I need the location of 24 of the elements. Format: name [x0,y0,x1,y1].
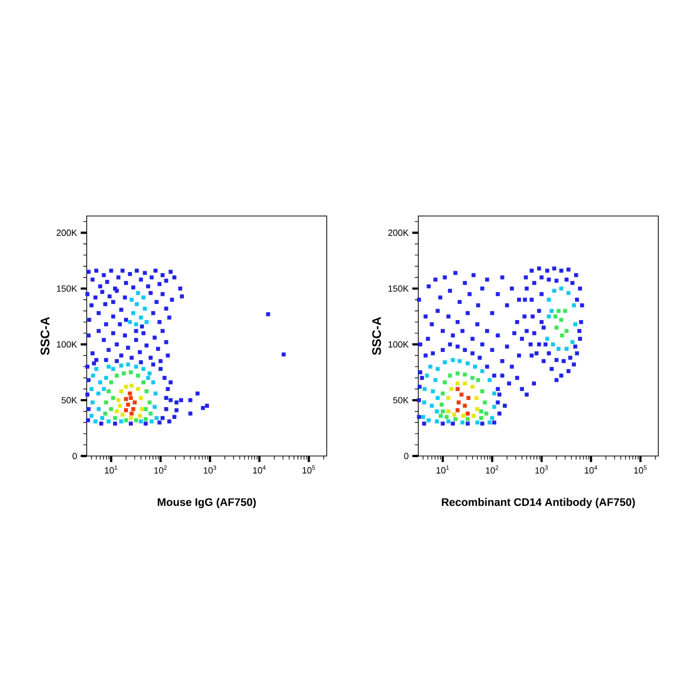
x-tick-label: 10$^{3}$ [204,466,216,474]
x-tick-label: 10$^{3}$ [535,466,548,474]
y-tick-label: 150K [388,285,409,292]
x-tick-label: 10$^{5}$ [302,466,315,474]
y-tick-label: 0 [72,452,77,460]
x-tick-label: 10$^{2}$ [154,466,167,474]
x-axis-title: Mouse IgG (AF750) [158,498,256,508]
x-tick-label: 10$^{1}$ [436,466,449,474]
y-tick-label: 50K [393,397,409,404]
x-tick-label: 10$^{4}$ [253,466,266,474]
x-tick-label: 10$^{1}$ [104,466,118,474]
y-tick-label: 100K [388,341,409,348]
x-axis-title: Recombinant CD14 Antibody (AF750) [442,498,635,508]
x-tick-label: 10$^{2}$ [486,466,498,474]
x-tick-label: 10$^{4}$ [584,466,598,474]
y-tick-label: 50K [62,397,78,404]
y-axis-title: SSC-A [40,316,50,356]
y-axis-title: SSC-A [372,316,382,356]
y-tick-label: 200K [56,230,78,236]
x-tick-label: 10$^{5}$ [634,466,647,474]
y-tick-label: 200K [388,230,409,236]
y-tick-label: 0 [404,452,408,460]
y-tick-label: 150K [56,285,78,292]
y-tick-label: 100K [56,341,78,348]
